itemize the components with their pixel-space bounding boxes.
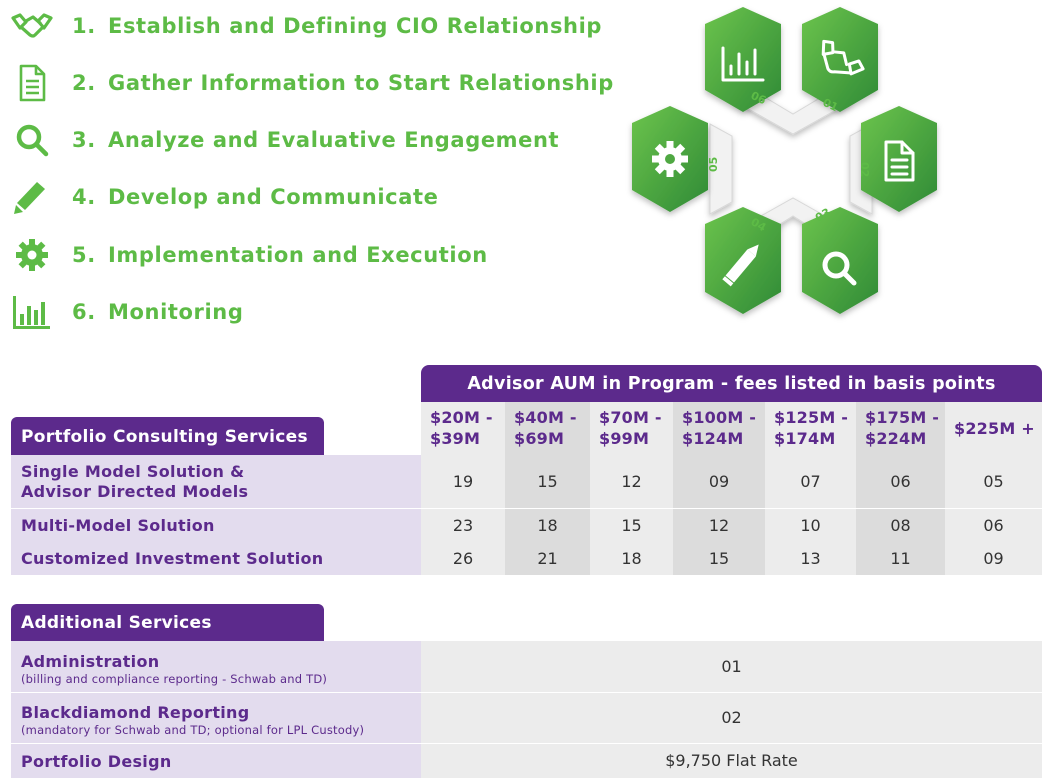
step-label: Develop and Communicate (108, 185, 439, 209)
document-icon (884, 140, 915, 182)
column-header: $225M + (945, 402, 1042, 455)
service-fee-value: 01 (421, 641, 1042, 692)
fee-cell: 10 (765, 509, 856, 542)
hex-number: 02 (858, 162, 871, 177)
additional-services-title: Additional Services (11, 604, 324, 641)
step-number: 3. (72, 128, 96, 152)
column-header: $100M - $124M (673, 402, 765, 455)
step-number: 1. (72, 14, 96, 38)
service-fee-value: $9,750 Flat Rate (421, 744, 1042, 778)
fee-cell: 08 (856, 509, 945, 542)
fee-cell: 18 (505, 509, 590, 542)
column-header: $40M - $69M (505, 402, 590, 455)
fee-cell: 12 (590, 455, 673, 508)
bar-chart-icon (721, 46, 765, 82)
step-1: 1. Establish and Defining CIO Relationsh… (10, 6, 610, 46)
document-icon (10, 63, 54, 103)
step-5: 5. Implementation and Execution (10, 235, 610, 275)
fee-cell: 06 (856, 455, 945, 508)
fee-cell: 07 (765, 455, 856, 508)
column-header: $70M - $99M (590, 402, 673, 455)
step-label: Analyze and Evaluative Engagement (108, 128, 560, 152)
step-number: 2. (72, 71, 96, 95)
magnifier-icon (10, 120, 54, 160)
bar-chart-icon (10, 292, 54, 332)
step-2: 2. Gather Information to Start Relations… (10, 63, 613, 103)
step-4: 4. Develop and Communicate (10, 177, 610, 217)
hex-06 (705, 7, 781, 112)
fee-cell: 11 (856, 542, 945, 575)
pencil-icon (10, 177, 54, 217)
row-label-customized: Customized Investment Solution (11, 542, 421, 575)
hex-number: 01 (821, 96, 840, 114)
fee-cell: 13 (765, 542, 856, 575)
row-label-single-model: Single Model Solution & Advisor Directed … (11, 455, 421, 508)
fee-cell: 26 (421, 542, 505, 575)
hex-03 (802, 207, 878, 314)
step-number: 5. (72, 243, 96, 267)
fee-cell: 19 (421, 455, 505, 508)
step-label: Monitoring (108, 300, 244, 324)
hex-01 (802, 7, 878, 112)
portfolio-consulting-title: Portfolio Consulting Services (11, 417, 324, 455)
fee-cell: 21 (505, 542, 590, 575)
hex-number: 05 (707, 157, 720, 172)
process-cycle-graphic: 01 02 03 04 05 06 (618, 2, 964, 328)
step-3: 3. Analyze and Evaluative Engagement (10, 120, 610, 160)
step-6: 6. Monitoring (10, 292, 610, 332)
step-label: Establish and Defining CIO Relationship (108, 14, 603, 38)
fee-cell: 15 (590, 509, 673, 542)
step-number: 6. (72, 300, 96, 324)
step-label: Gather Information to Start Relationship (108, 71, 614, 95)
fee-cell: 05 (945, 455, 1042, 508)
fee-cell: 15 (673, 542, 765, 575)
handshake-icon (10, 6, 54, 46)
magnifier-icon (822, 251, 857, 286)
fee-cell: 12 (673, 509, 765, 542)
row-label-blackdiamond: Blackdiamond Reporting (mandatory for Sc… (11, 693, 421, 743)
handshake-icon (821, 39, 865, 76)
column-header: $175M - $224M (856, 402, 945, 455)
row-label-administration: Administration (billing and compliance r… (11, 641, 421, 692)
fee-cell: 09 (673, 455, 765, 508)
row-label-portfolio-design: Portfolio Design (11, 744, 421, 778)
fee-cell: 09 (945, 542, 1042, 575)
row-label-multi-model: Multi-Model Solution (11, 509, 421, 542)
service-fee-value: 02 (421, 693, 1042, 743)
column-header: $125M - $174M (765, 402, 856, 455)
pencil-icon (722, 244, 759, 287)
connector-left (709, 123, 733, 215)
aum-table-header: Advisor AUM in Program - fees listed in … (421, 365, 1042, 402)
hex-number: 06 (749, 89, 769, 107)
fee-cell: 06 (945, 509, 1042, 542)
fee-cell: 23 (421, 509, 505, 542)
gear-icon (652, 141, 688, 177)
column-header: $20M - $39M (421, 402, 505, 455)
fee-cell: 18 (590, 542, 673, 575)
fee-cell: 15 (505, 455, 590, 508)
step-number: 4. (72, 185, 96, 209)
step-label: Implementation and Execution (108, 243, 488, 267)
gear-icon (10, 235, 54, 275)
